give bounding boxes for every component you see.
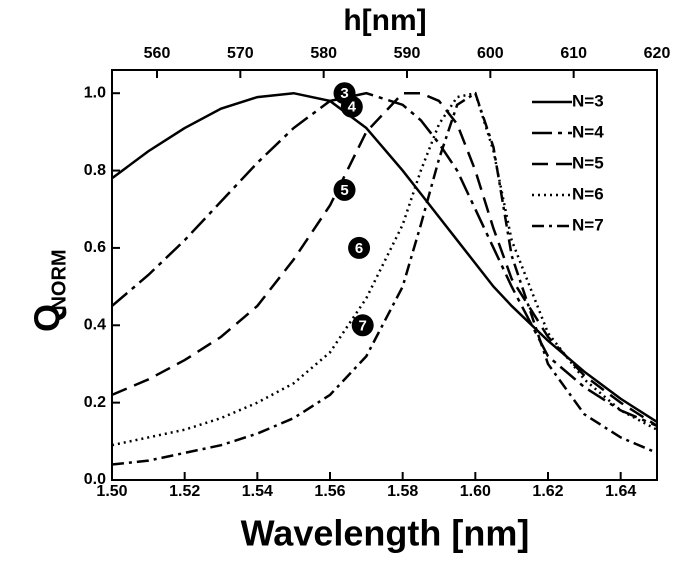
y-tick-label: 0.0: [84, 471, 106, 488]
x-tick-label: 1.58: [387, 483, 418, 500]
y-tick-label: 1.0: [84, 84, 106, 101]
legend-label: N=3: [572, 91, 604, 110]
x2-tick-label: 610: [560, 45, 587, 62]
y-tick-label: 0.6: [84, 239, 106, 256]
x-tick-label: 1.64: [605, 483, 636, 500]
annotation-label: 6: [355, 240, 363, 257]
x2-tick-label: 600: [477, 45, 504, 62]
annotation-marker: [351, 314, 374, 337]
legend-label: N=5: [572, 153, 604, 172]
series-line: [111, 91, 658, 427]
x-tick-label: 1.52: [169, 483, 200, 500]
x2-tick-label: 590: [394, 45, 421, 62]
y-axis-label: Q NORM: [27, 249, 71, 332]
legend-label: N=6: [572, 184, 604, 203]
annotation-marker: [333, 178, 356, 201]
x2-tick-label: 570: [227, 45, 254, 62]
x-axis-label: Wavelength [nm]: [241, 513, 530, 554]
y-label-subscript: NORM: [48, 249, 70, 310]
x2-tick-label: 580: [310, 45, 337, 62]
annotation-label: 4: [348, 99, 357, 116]
x-tick-label: 1.50: [96, 483, 127, 500]
y-tick-label: 0.4: [84, 317, 106, 334]
x-tick-label: 1.60: [460, 483, 491, 500]
series-line: [111, 91, 658, 424]
plot-frame: [111, 69, 658, 481]
y-tick-label: 0.2: [84, 394, 106, 411]
annotation-label: 7: [359, 317, 367, 334]
y-label-main: Q: [27, 304, 68, 332]
x-tick-label: 1.56: [314, 483, 345, 500]
legend-label: N=4: [572, 122, 604, 141]
annotation-marker: [340, 95, 363, 118]
legend-label: N=7: [572, 215, 604, 234]
series-line: [111, 91, 658, 447]
x-tick-label: 1.54: [242, 483, 273, 500]
x2-tick-label: 560: [144, 45, 171, 62]
y-tick-label: 0.8: [84, 162, 106, 179]
annotation-marker: [348, 236, 371, 259]
annotation-label: 3: [340, 85, 348, 102]
series-line: [111, 91, 658, 427]
annotation-label: 5: [340, 182, 348, 199]
series-line: [111, 91, 658, 466]
x2-tick-label: 620: [644, 45, 671, 62]
x-tick-label: 1.62: [532, 483, 563, 500]
x2-axis-label: h[nm]: [343, 4, 426, 37]
